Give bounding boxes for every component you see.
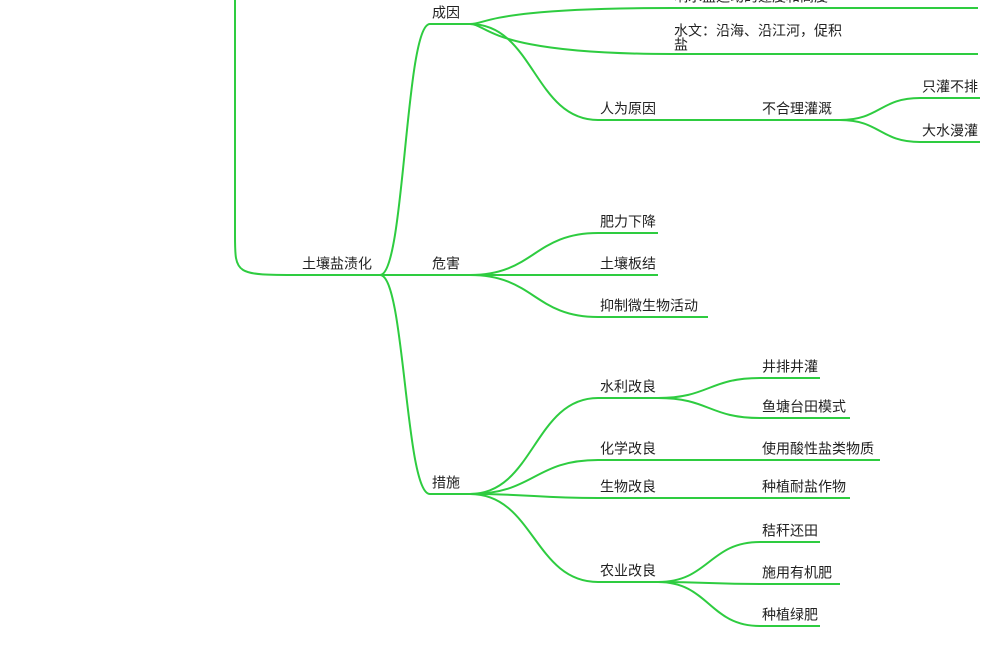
node-label-root: 土壤盐渍化: [302, 256, 372, 272]
node-label-n3b: 化学改良: [600, 441, 656, 457]
node-label-n3: 措施: [432, 475, 460, 491]
node-label-n1ay: 水文：沿海、沿江河，促积: [674, 23, 842, 39]
node-label-n1ay-l2: 盐: [674, 37, 688, 53]
node-label-n3c1: 种植耐盐作物: [762, 479, 846, 495]
node-label-n3d1: 秸秆还田: [762, 523, 818, 539]
node-label-n3b1: 使用酸性盐类物质: [762, 441, 874, 457]
node-label-n2c: 抑制微生物活动: [600, 298, 698, 314]
node-label-n3d: 农业改良: [600, 563, 656, 579]
node-label-n1b1a: 只灌不排: [922, 79, 978, 95]
node-label-n1b: 人为原因: [600, 101, 656, 117]
mindmap-svg: 土壤盐渍化 成因人为原因 不合理灌溉 只灌不排大水漫灌 响水盐运动的速度和高度水文：沿海…: [0, 0, 1000, 649]
node-label-n3a1: 井排井灌: [762, 359, 818, 375]
node-label-n1: 成因: [432, 5, 460, 21]
node-label-n2a: 肥力下降: [600, 214, 656, 230]
node-label-n3a2: 鱼塘台田模式: [762, 399, 846, 415]
node-label-n2b: 土壤板结: [600, 256, 656, 272]
node-label-n3a: 水利改良: [600, 379, 656, 395]
node-label-n1b1b: 大水漫灌: [922, 123, 978, 139]
node-label-n3d2: 施用有机肥: [762, 565, 832, 581]
node-label-n3c: 生物改良: [600, 479, 656, 495]
node-label-n2: 危害: [432, 256, 460, 272]
node-label-n3d3: 种植绿肥: [762, 607, 818, 623]
node-label-n1ax: 响水盐运动的速度和高度: [674, 0, 828, 5]
node-label-n1b1: 不合理灌溉: [762, 101, 832, 117]
